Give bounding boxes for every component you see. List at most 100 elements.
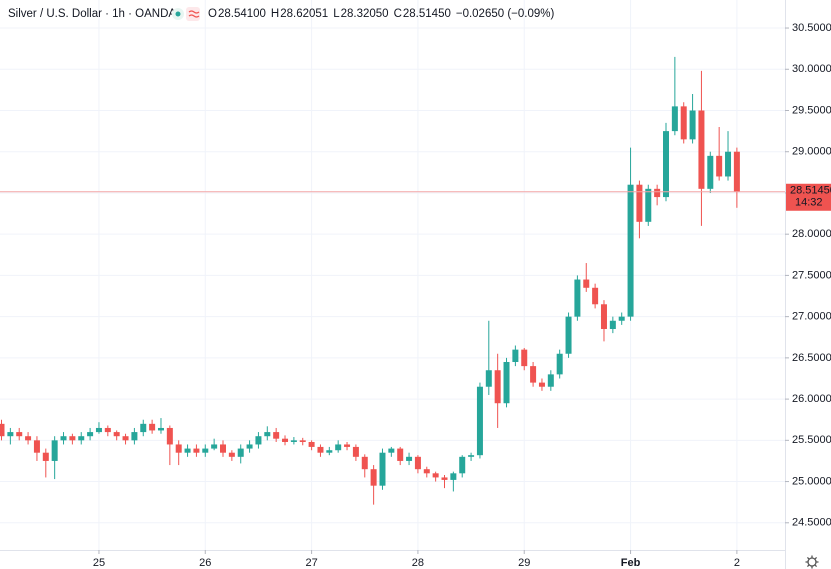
candle-body <box>273 432 280 439</box>
candle-body <box>361 456 368 470</box>
candle-body <box>512 349 519 362</box>
candle-body <box>246 444 253 449</box>
symbol-title: Silver / U.S. Dollar · 1h · OANDA <box>8 8 176 20</box>
candle-body <box>432 473 439 478</box>
y-tick-label: 29.50000 <box>792 104 831 116</box>
ohlc-value: 28.62051 <box>280 8 328 20</box>
candle-body <box>220 444 226 453</box>
candle-body <box>69 436 76 441</box>
candle-body <box>42 452 49 461</box>
y-tick-label: 26.50000 <box>792 352 831 364</box>
ohlc-value: 28.54100 <box>218 8 266 20</box>
last-price-label: 28.51450 <box>790 185 831 197</box>
candle-body <box>414 456 421 470</box>
candle-body <box>600 304 607 330</box>
status-dot <box>175 11 181 17</box>
candle-body <box>317 446 324 453</box>
candle-body <box>299 440 306 442</box>
candle-body <box>290 440 297 442</box>
delay-icon <box>188 10 200 18</box>
candle-body <box>733 151 740 192</box>
candle-body <box>547 374 554 387</box>
candle-body <box>698 110 705 189</box>
ohlc-letter: H <box>271 8 279 20</box>
candle-body <box>344 444 351 447</box>
y-tick-label: 29.00000 <box>792 146 831 158</box>
candle-body <box>51 440 58 461</box>
candle-body <box>184 448 191 453</box>
gear-teeth[interactable] <box>805 555 819 569</box>
ohlc-value: 28.32050 <box>341 8 389 20</box>
candle-body <box>166 427 173 445</box>
candle-body <box>671 106 678 132</box>
candle-body <box>335 444 342 451</box>
candle-body <box>149 423 156 431</box>
candle-body <box>78 436 85 441</box>
y-tick-label: 25.50000 <box>792 434 831 446</box>
candle-body <box>645 188 652 222</box>
candle-body <box>308 441 315 447</box>
settings-button[interactable] <box>805 555 819 569</box>
candle-body <box>379 452 386 486</box>
candle-body <box>352 446 359 457</box>
header: Silver / U.S. Dollar · 1h · OANDA O 28.54… <box>8 7 554 21</box>
candle-body <box>370 469 377 486</box>
y-tick-label: 28.00000 <box>792 228 831 240</box>
candle-body <box>663 131 669 198</box>
candle-body <box>450 473 457 480</box>
candle-body <box>423 469 430 474</box>
candle-body <box>476 386 483 456</box>
candle-body <box>131 432 138 441</box>
candle-body <box>725 151 732 177</box>
candle-body <box>680 106 687 140</box>
ohlc-value: 28.51450 <box>403 8 451 20</box>
y-tick-label: 26.00000 <box>792 393 831 405</box>
candle-body <box>592 287 599 305</box>
x-tick-label: 29 <box>518 557 530 569</box>
candle-body <box>609 320 616 330</box>
candle-body <box>388 448 395 453</box>
x-tick-label: 27 <box>305 557 317 569</box>
y-tick-label: 27.00000 <box>792 311 831 323</box>
candle-body <box>25 436 32 441</box>
y-tick-label: 25.00000 <box>792 475 831 487</box>
candle-body <box>459 456 466 474</box>
delay-badge <box>186 7 200 21</box>
candle-body <box>494 370 501 404</box>
candle-body <box>565 316 572 354</box>
y-tick-label: 27.50000 <box>792 269 831 281</box>
candle-body <box>7 432 14 437</box>
candle-body <box>0 423 5 437</box>
candle-body <box>618 316 625 321</box>
x-tick-label: 28 <box>412 557 424 569</box>
candle-body <box>264 432 271 437</box>
candle-body <box>282 438 289 442</box>
y-tick-label: 30.50000 <box>792 22 831 34</box>
candle-body <box>255 436 262 445</box>
candle-body <box>556 353 563 375</box>
candle-body <box>202 448 209 453</box>
candle-body <box>157 427 164 431</box>
candle-body <box>521 349 528 367</box>
countdown-label: 14:32 <box>795 197 823 209</box>
candle-body <box>530 366 537 383</box>
x-tick-label: 26 <box>199 557 211 569</box>
candle-body <box>87 432 94 437</box>
x-tick-label: 25 <box>93 557 105 569</box>
ohlc-letter: L <box>333 8 340 20</box>
candle-body <box>175 444 182 453</box>
candle-body <box>113 432 120 437</box>
candle-body <box>716 155 723 177</box>
candle-body <box>104 427 111 433</box>
candle-body <box>228 452 235 457</box>
candle-body <box>503 361 510 404</box>
candle-body <box>636 184 643 222</box>
candle-body <box>441 477 448 480</box>
candle-body <box>122 436 129 441</box>
candle-body <box>468 455 475 457</box>
ohlc-change: −0.02650 (−0.09%) <box>456 8 555 20</box>
candle-body <box>485 370 492 387</box>
y-tick-label: 30.00000 <box>792 63 831 75</box>
